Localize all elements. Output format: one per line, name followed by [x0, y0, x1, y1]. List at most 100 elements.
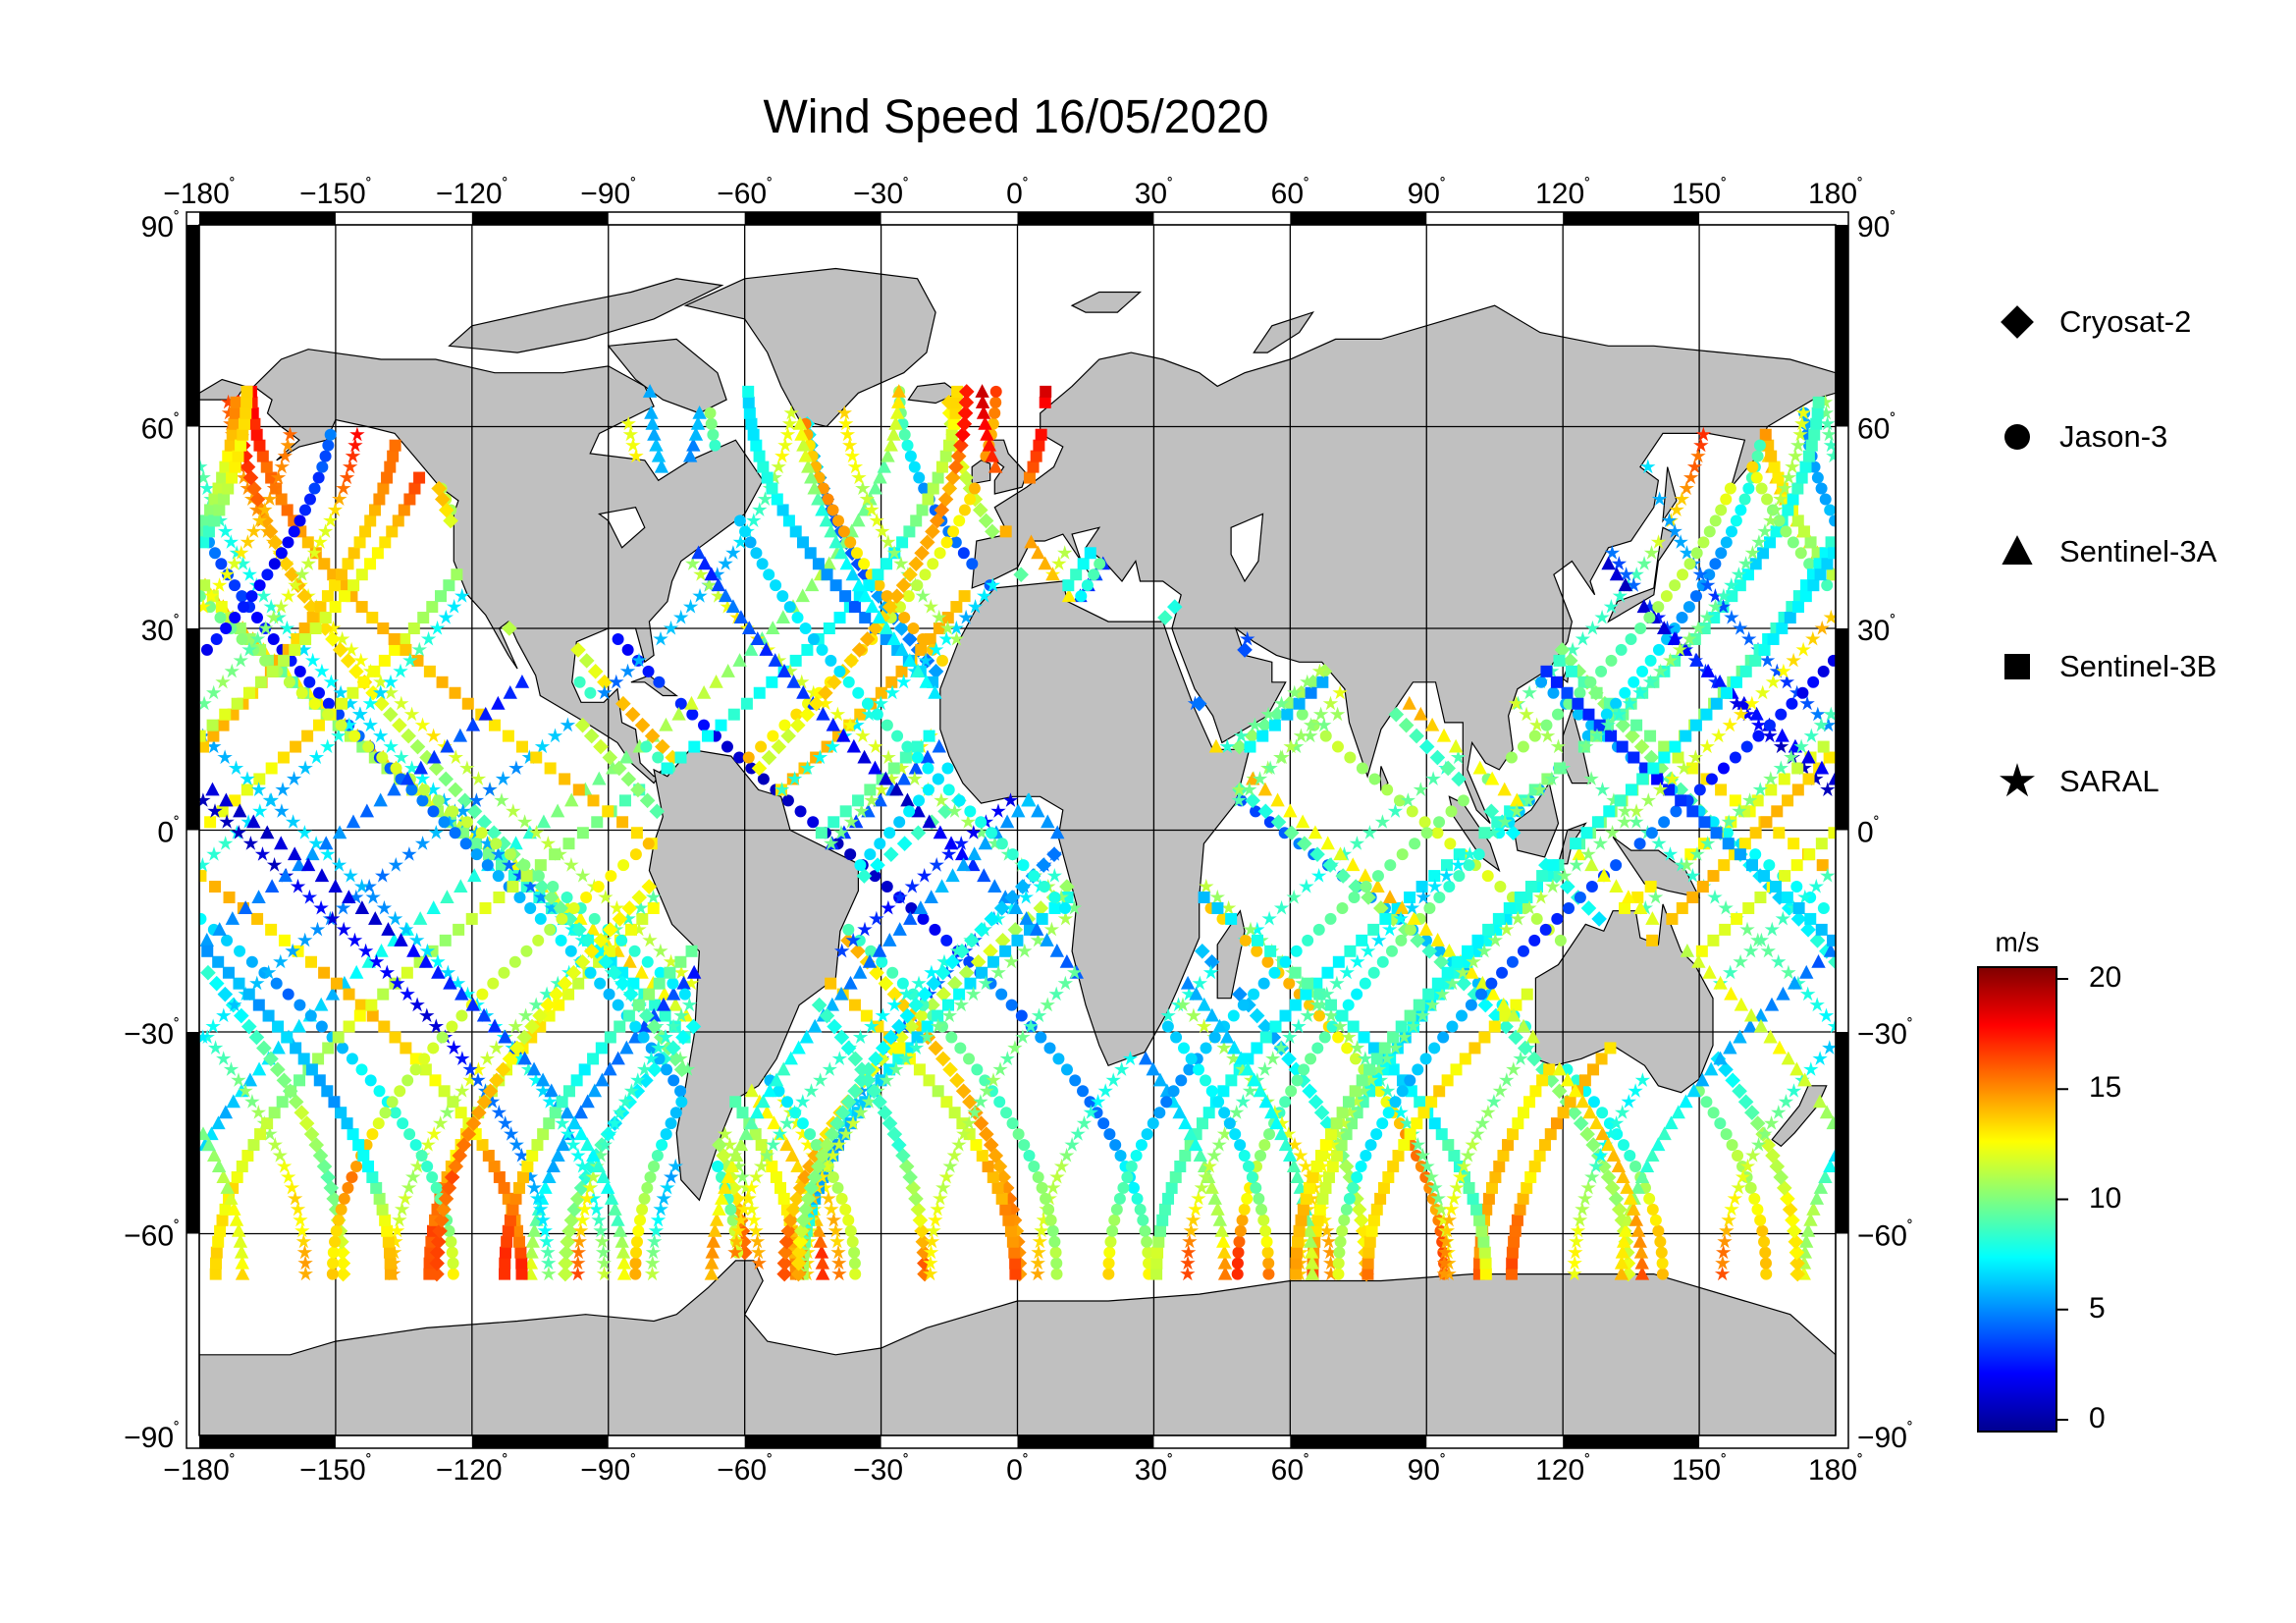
- colorbar-tick-label: 10: [2089, 1181, 2122, 1215]
- legend-item-saral: SARAL: [1993, 757, 2160, 806]
- track-diamond: [790, 642, 1253, 1282]
- x-tick-label-top: 150˚: [1672, 176, 1727, 210]
- land-novaya-zemlya: [1253, 310, 1314, 353]
- x-tick-label-top: −120˚: [436, 176, 508, 210]
- x-tick-label-bottom: 150˚: [1672, 1452, 1727, 1487]
- x-tick-label-top: −30˚: [853, 176, 909, 210]
- track-square: [499, 547, 1096, 1280]
- x-tick-label-bottom: −90˚: [580, 1452, 636, 1487]
- track-star: [727, 663, 1328, 1260]
- y-tick-label-left: −30˚: [124, 1016, 180, 1051]
- frame-segment: [1836, 225, 1848, 427]
- y-tick-label-right: 90˚: [1857, 209, 1896, 243]
- track-square: [209, 385, 964, 1280]
- x-tick-label-top: −150˚: [299, 176, 372, 210]
- legend-label: Cryosat-2: [2059, 304, 2192, 339]
- frame-segment: [199, 1435, 336, 1448]
- y-tick-label-right: −30˚: [1857, 1016, 1913, 1051]
- track-square: [201, 665, 1836, 1280]
- legend-item-sentinel-3a: Sentinel-3A: [1993, 527, 2216, 576]
- colorbar: [1977, 966, 2068, 1433]
- colorbar-tick-label: 0: [2089, 1402, 2106, 1434]
- frame-segment: [471, 212, 609, 225]
- legend-item-jason-3: Jason-3: [1993, 412, 2167, 461]
- y-tick-label-right: 30˚: [1857, 613, 1896, 647]
- x-tick-label-bottom: −60˚: [717, 1452, 773, 1487]
- colorbar-tick-label: 5: [2089, 1291, 2106, 1325]
- x-tick-label-bottom: 90˚: [1408, 1452, 1446, 1487]
- track-star: [199, 426, 1836, 1281]
- frame-segment: [1290, 212, 1427, 225]
- legend-label: Jason-3: [2059, 419, 2168, 454]
- colorbar-tick-label: 20: [2089, 961, 2122, 994]
- x-tick-label-bottom: 0˚: [1006, 1452, 1029, 1487]
- triangle-icon: [1993, 527, 2042, 576]
- diamond-icon: [1993, 298, 2042, 347]
- track-circle: [629, 558, 1106, 1280]
- land-hokkaido-sakhalin: [1662, 466, 1678, 523]
- land-north-america: [252, 349, 764, 784]
- x-tick-label-top: 0˚: [1006, 176, 1029, 210]
- land-japan: [1607, 526, 1678, 623]
- y-tick-label-right: −60˚: [1857, 1218, 1913, 1253]
- frame-segment: [1017, 1435, 1154, 1448]
- x-tick-label-bottom: 120˚: [1535, 1452, 1590, 1487]
- track-circle: [704, 406, 1275, 1280]
- land-svalbard: [1070, 291, 1143, 313]
- track-star: [923, 684, 1348, 1281]
- x-tick-label-top: 180˚: [1808, 176, 1863, 210]
- land-siberia-west: [199, 378, 246, 401]
- lake: [598, 507, 646, 549]
- track-square: [199, 654, 1829, 1280]
- land-masses: [199, 267, 1836, 1435]
- y-tick-label-right: −90˚: [1857, 1420, 1913, 1454]
- x-tick-label-bottom: −30˚: [853, 1452, 909, 1487]
- colorbar-unit: m/s: [1995, 927, 2040, 957]
- frame-segment: [187, 225, 199, 427]
- x-tick-label-top: −90˚: [580, 176, 636, 210]
- x-tick-label-top: 120˚: [1535, 176, 1590, 210]
- track-diamond: [940, 395, 1636, 1282]
- frame-segment: [1836, 1032, 1848, 1234]
- land-baffin-island: [607, 338, 727, 414]
- y-tick-label-right: 60˚: [1857, 411, 1896, 446]
- colorbar-gradient: [1977, 966, 2057, 1433]
- frame-segment: [744, 1435, 881, 1448]
- track-star: [644, 792, 1019, 1281]
- circle-icon: [1993, 412, 2042, 461]
- frame-segment: [199, 212, 336, 225]
- frame-segment: [187, 628, 199, 831]
- x-tick-label-top: −60˚: [717, 176, 773, 210]
- track-diamond: [776, 664, 1333, 1282]
- frame-segment: [1017, 212, 1154, 225]
- x-tick-label-bottom: −120˚: [436, 1452, 508, 1487]
- land-new-zealand: [1771, 1085, 1828, 1148]
- y-tick-label-left: 60˚: [141, 411, 180, 446]
- axis-labels: −180˚ −180˚ −150˚ −150˚ −120˚ −120˚ −90˚ −90˚ −6…: [124, 176, 1913, 1487]
- x-tick-label-top: 60˚: [1271, 176, 1309, 210]
- legend-item-sentinel-3b: Sentinel-3B: [1993, 642, 2216, 691]
- track-square: [245, 385, 1022, 1280]
- legend-label: Sentinel-3B: [2059, 649, 2217, 683]
- track-triangle: [975, 384, 1650, 1280]
- frame-segment: [1836, 628, 1848, 831]
- land-borneo: [1512, 782, 1560, 858]
- satellite-tracks: [199, 384, 1836, 1282]
- x-tick-label-bottom: 60˚: [1271, 1452, 1309, 1487]
- track-circle: [200, 428, 1836, 1280]
- x-tick-label-bottom: −180˚: [163, 1452, 236, 1487]
- track-circle: [1285, 697, 1773, 1280]
- track-square: [199, 385, 1836, 1280]
- legend-label: Sentinel-3A: [2059, 534, 2217, 568]
- frame-segment: [744, 212, 881, 225]
- x-tick-label-top: 90˚: [1408, 176, 1446, 210]
- colorbar-tick-label: 15: [2089, 1071, 2122, 1105]
- frame-segment: [1563, 1435, 1700, 1448]
- x-tick-label-bottom: −150˚: [299, 1452, 372, 1487]
- map-title: Wind Speed 16/05/2020: [763, 91, 1269, 143]
- frame-segment: [1290, 1435, 1427, 1448]
- y-tick-label-left: 30˚: [141, 613, 180, 647]
- x-tick-label-top: −180˚: [163, 176, 236, 210]
- y-tick-label-left: −90˚: [124, 1420, 180, 1454]
